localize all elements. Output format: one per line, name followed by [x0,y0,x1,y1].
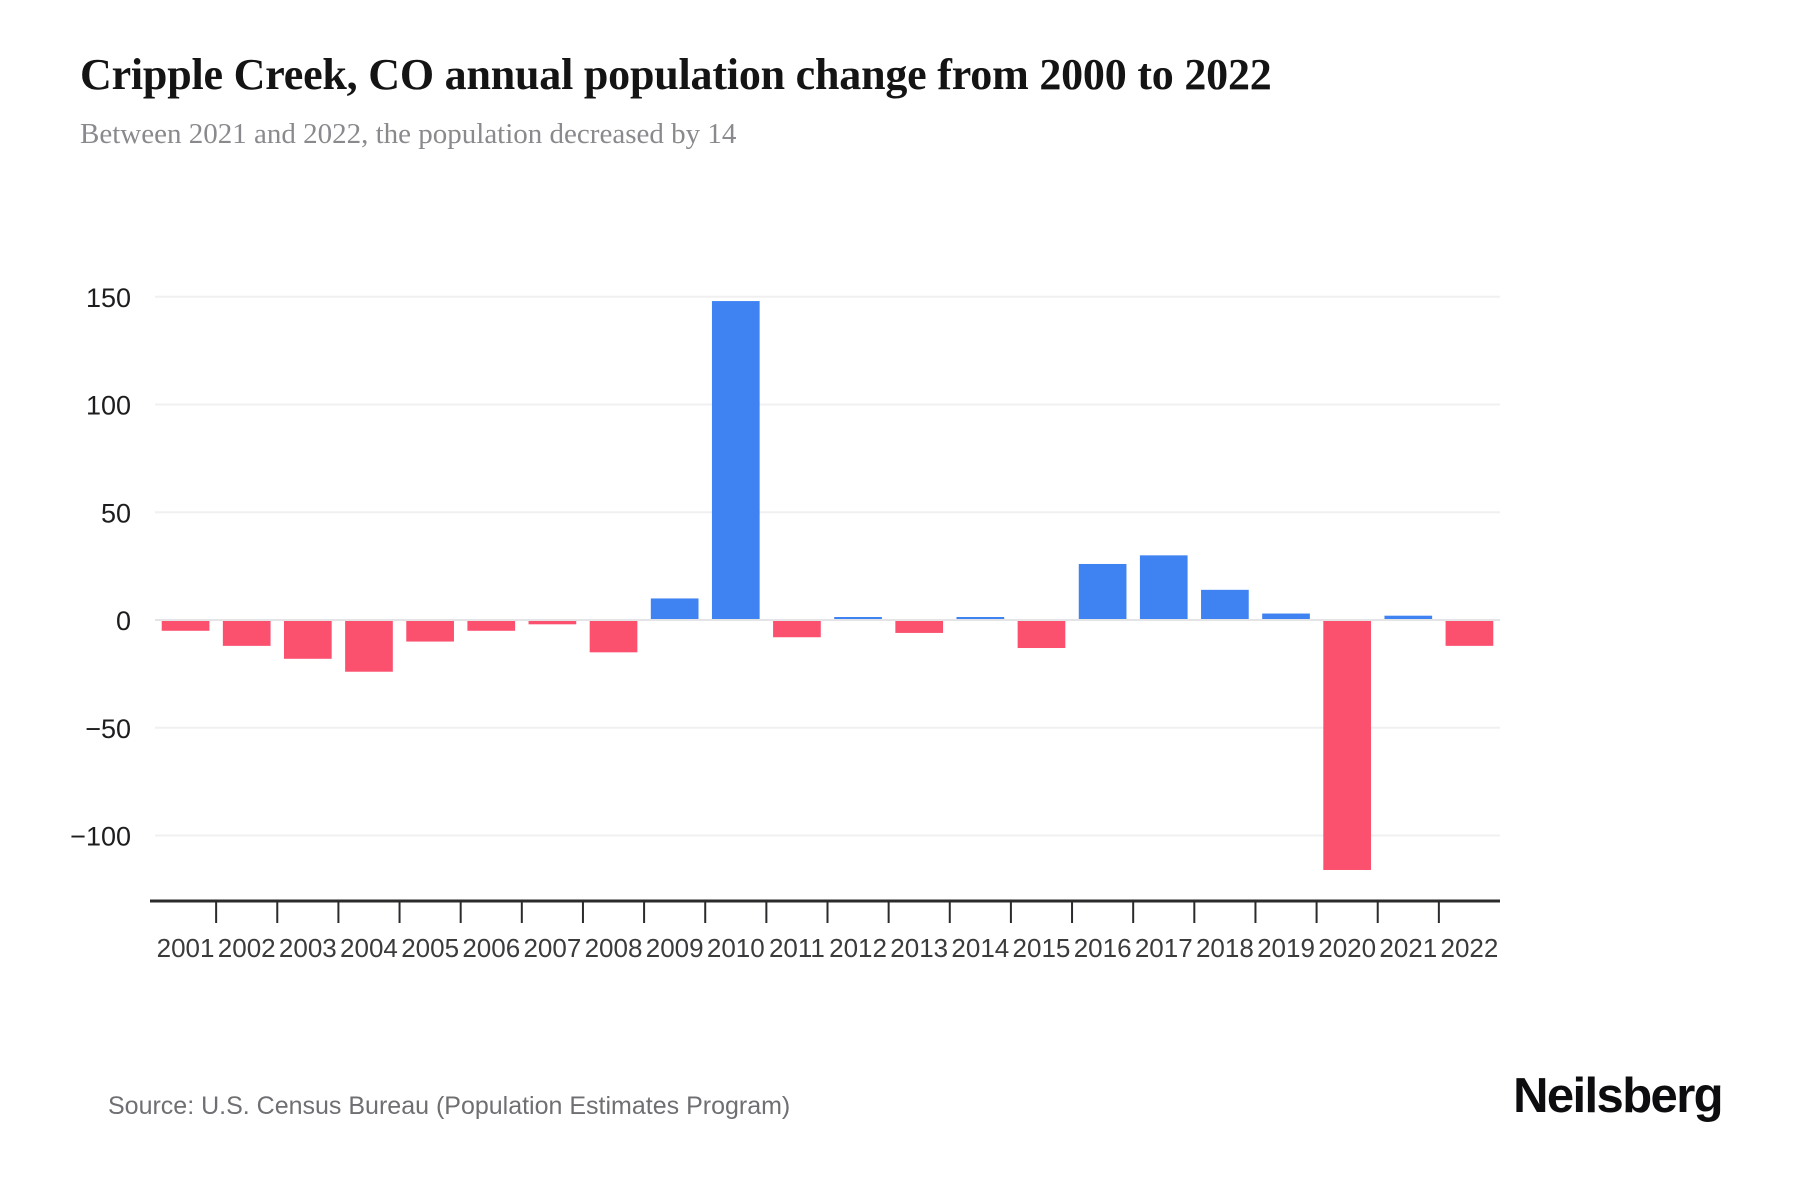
x-axis-tick-label: 2004 [340,933,398,963]
bar-2012[interactable] [834,617,882,620]
x-axis-tick-label: 2014 [951,933,1009,963]
bar-2016[interactable] [1078,563,1127,620]
bar-2003[interactable] [283,620,332,659]
bar-2020[interactable] [1323,620,1372,870]
bar-2021[interactable] [1384,615,1433,620]
bar-2008[interactable] [589,620,638,653]
chart-subtitle: Between 2021 and 2022, the population de… [80,118,737,151]
y-axis-tick-label: −50 [85,714,131,744]
chart-header: Cripple Creek, CO annual population chan… [80,50,1730,152]
bar-2006[interactable] [467,620,516,631]
y-axis-tick-label: 0 [116,606,131,636]
bar-2013[interactable] [895,620,944,633]
bar-series [161,301,1494,870]
bar-2005[interactable] [406,620,454,642]
bar-2022[interactable] [1445,620,1494,646]
bar-2002[interactable] [222,620,271,646]
page-title: Cripple Creek, CO annual population chan… [80,50,1272,99]
x-axis-tick-label: 2002 [218,933,276,963]
bar-2007[interactable] [528,620,577,625]
bar-2011[interactable] [773,620,821,638]
x-axis-tick-label: 2013 [890,933,948,963]
x-axis-tick-label: 2001 [157,933,215,963]
x-axis-tick-label: 2020 [1318,933,1376,963]
x-axis-tick-label: 2010 [707,933,765,963]
bar-2010[interactable] [711,301,760,620]
x-axis-ticks [215,901,1440,923]
bar-2015[interactable] [1017,620,1066,649]
x-axis-tick-label: 2022 [1441,933,1499,963]
x-axis-tick-label: 2018 [1196,933,1254,963]
x-axis-tick-label: 2008 [585,933,643,963]
bar-2019[interactable] [1262,613,1310,620]
x-axis-tick-label: 2011 [769,933,825,963]
x-axis-tick-label: 2009 [646,933,704,963]
y-axis-tick-label: 50 [101,498,131,528]
x-axis-tick-labels: 2001 2002 2003 2004 2005 2006 2007 2008 2009 2010… [157,933,1499,963]
y-axis-tick-labels: 150 100 50 0 −50 −100 [70,283,131,852]
x-axis-tick-label: 2021 [1379,933,1437,963]
bar-2004[interactable] [345,620,393,672]
x-axis-tick-label: 2015 [1013,933,1071,963]
brand-logo: Neilsberg [1513,1069,1724,1123]
x-axis-tick-label: 2016 [1074,933,1132,963]
bar-2018[interactable] [1201,589,1249,620]
x-axis-tick-label: 2006 [462,933,520,963]
x-axis-tick-label: 2005 [401,933,459,963]
x-axis-tick-label: 2012 [829,933,887,963]
chart-gridlines [155,295,1500,837]
bar-2009[interactable] [650,598,699,620]
bar-2001[interactable] [161,620,210,631]
bar-2014[interactable] [956,617,1005,620]
x-axis-tick-label: 2007 [523,933,581,963]
source-note: Source: U.S. Census Bureau (Population E… [108,1092,791,1120]
y-axis-tick-label: −100 [70,822,131,852]
x-axis-tick-label: 2019 [1257,933,1315,963]
x-axis-tick-label: 2017 [1135,933,1193,963]
bar-2017[interactable] [1139,555,1188,620]
y-axis-tick-label: 100 [86,391,131,421]
y-axis-tick-label: 150 [86,283,131,313]
x-axis-tick-label: 2003 [279,933,337,963]
